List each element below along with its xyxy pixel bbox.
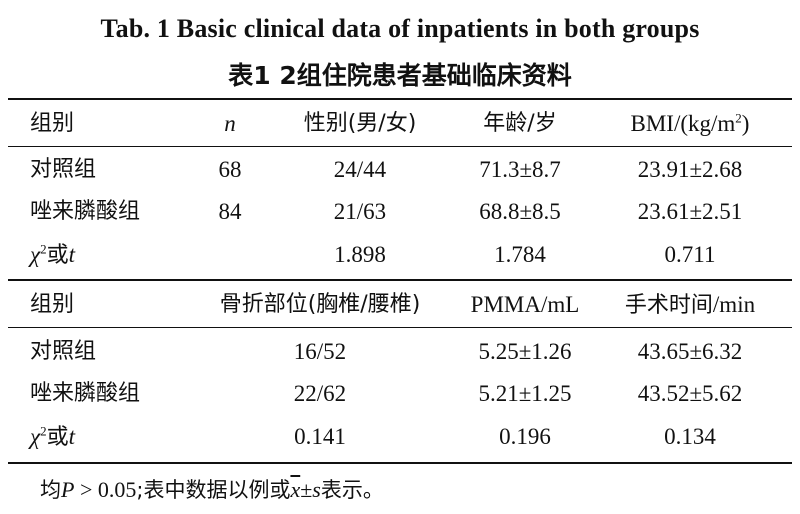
table-row: 对照组 68 24/44 71.3±8.7 23.91±2.68 bbox=[0, 147, 800, 193]
cell-stat-label: χ2或t bbox=[30, 241, 76, 268]
cell-sex: 1.898 bbox=[334, 242, 386, 267]
cell-fracture: 16/52 bbox=[293, 339, 347, 364]
table-row: 唑来膦酸组 22/62 5.21±1.25 43.52±5.62 bbox=[0, 371, 800, 417]
header-bmi: BMI/(kg/m2) bbox=[630, 110, 750, 136]
top-rule bbox=[8, 98, 792, 100]
cell-bmi: 23.61±2.51 bbox=[637, 199, 743, 224]
header-n: n bbox=[224, 111, 236, 136]
cell-group: 唑来膦酸组 bbox=[30, 199, 141, 224]
cell-fracture: 0.141 bbox=[294, 424, 346, 449]
cell-group: 唑来膦酸组 bbox=[30, 381, 141, 406]
cell-bmi: 23.91±2.68 bbox=[637, 157, 743, 182]
table-row: 对照组 16/52 5.25±1.26 43.65±6.32 bbox=[0, 329, 800, 375]
english-title: Tab. 1 Basic clinical data of inpatients… bbox=[100, 14, 700, 43]
header-age: 年龄/岁 bbox=[483, 111, 557, 136]
bottom-rule bbox=[8, 462, 792, 464]
header-op-time: 手术时间/min bbox=[624, 292, 756, 318]
footnote: 均P > 0.05;表中数据以例或x±s表示。 bbox=[40, 477, 384, 502]
header-rule-2 bbox=[8, 327, 792, 328]
header-group: 组别 bbox=[30, 292, 75, 317]
chinese-title: 表1 2组住院患者基础临床资料 bbox=[228, 61, 572, 90]
cell-n: 84 bbox=[218, 199, 242, 224]
cell-group: 对照组 bbox=[30, 339, 97, 364]
cell-age: 68.8±8.5 bbox=[479, 199, 561, 224]
cell-age: 1.784 bbox=[494, 242, 546, 267]
table1-header-row: 组别 n 性别(男/女) 年龄/岁 BMI/(kg/m2) bbox=[0, 101, 800, 147]
cell-op-time: 43.65±6.32 bbox=[637, 339, 743, 364]
cell-sex: 21/63 bbox=[333, 199, 387, 224]
table-row-stat: χ2或t 0.141 0.196 0.134 bbox=[0, 414, 800, 460]
cell-op-time: 0.134 bbox=[664, 424, 716, 449]
cell-pmma: 0.196 bbox=[499, 424, 551, 449]
cell-age: 71.3±8.7 bbox=[479, 157, 561, 182]
cell-n: 68 bbox=[218, 157, 242, 182]
table2-header-row: 组别 骨折部位(胸椎/腰椎) PMMA/mL 手术时间/min bbox=[0, 282, 800, 328]
cell-stat-label: χ2或t bbox=[30, 423, 76, 450]
cell-group: 对照组 bbox=[30, 157, 97, 182]
cell-fracture: 22/62 bbox=[293, 381, 347, 406]
cell-pmma: 5.21±1.25 bbox=[478, 381, 572, 406]
cell-bmi: 0.711 bbox=[664, 242, 716, 267]
header-pmma: PMMA/mL bbox=[470, 292, 580, 317]
middle-rule bbox=[8, 279, 792, 281]
header-rule-1 bbox=[8, 146, 792, 147]
cell-op-time: 43.52±5.62 bbox=[637, 381, 743, 406]
header-fracture: 骨折部位(胸椎/腰椎) bbox=[219, 292, 421, 317]
table-row: 唑来膦酸组 84 21/63 68.8±8.5 23.61±2.51 bbox=[0, 189, 800, 235]
header-group: 组别 bbox=[30, 111, 75, 136]
cell-sex: 24/44 bbox=[333, 157, 387, 182]
cell-pmma: 5.25±1.26 bbox=[478, 339, 572, 364]
table-row-stat: χ2或t 1.898 1.784 0.711 bbox=[0, 232, 800, 278]
header-sex: 性别(男/女) bbox=[303, 111, 417, 136]
